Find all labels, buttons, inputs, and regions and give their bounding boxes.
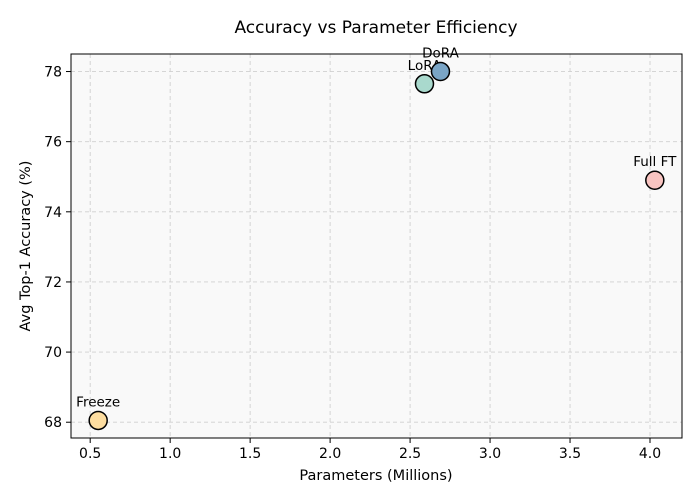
x-tick-label: 3.0 (479, 446, 501, 462)
point-lora (414, 74, 435, 94)
y-tick-label: 72 (44, 275, 62, 291)
plot-frame (70, 53, 683, 439)
point-label-freeze: Freeze (76, 394, 120, 410)
x-tick-label: 0.5 (79, 446, 101, 462)
point-full-ft (645, 170, 665, 190)
plot-area (71, 54, 682, 438)
y-tick-label: 74 (44, 205, 62, 221)
point-freeze (88, 410, 108, 431)
y-tick-label: 78 (44, 65, 62, 81)
point-label-full-ft: Full FT (633, 154, 677, 170)
point-dora (430, 61, 451, 82)
chart-title: Accuracy vs Parameter Efficiency (234, 18, 517, 38)
x-tick-label: 4.0 (639, 446, 661, 462)
axis-ticks: 0.5 1.0 1.5 2.0 2.5 3.0 3.5 4.0 68 70 72 74 76 78 (44, 65, 661, 462)
x-axis-label: Parameters (Millions) (299, 468, 452, 484)
y-axis-label: Avg Top-1 Accuracy (%) (18, 161, 34, 332)
y-tick-label: 70 (44, 345, 62, 361)
x-tick-label: 1.5 (239, 446, 261, 462)
x-tick-label: 2.5 (399, 446, 421, 462)
grid (71, 54, 682, 438)
x-tick-label: 2.0 (319, 446, 341, 462)
x-tick-label: 3.5 (559, 446, 581, 462)
y-tick-label: 68 (44, 415, 62, 431)
x-tick-label: 1.0 (159, 446, 181, 462)
y-tick-label: 76 (44, 135, 62, 151)
